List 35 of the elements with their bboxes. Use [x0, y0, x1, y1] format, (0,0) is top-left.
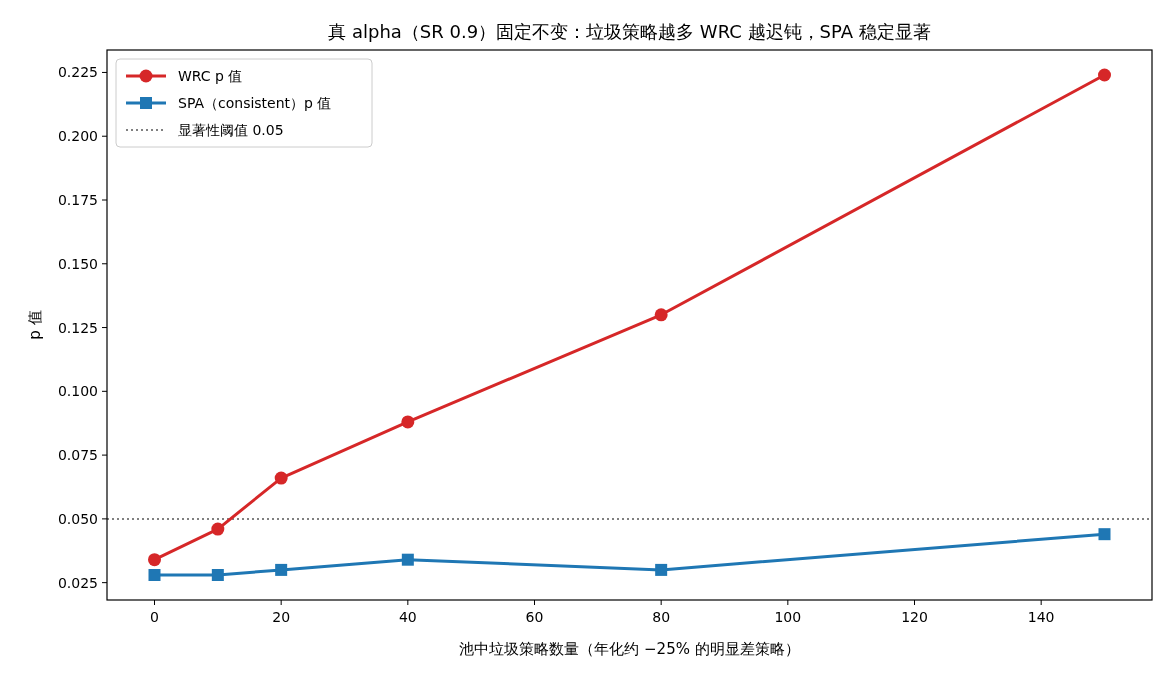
y-tick-label: 0.050: [57, 510, 98, 527]
legend-label: 显著性阈值 0.05: [178, 122, 284, 138]
y-tick-label: 0.200: [57, 128, 98, 145]
x-tick-label: 120: [901, 609, 928, 625]
y-tick-label: 0.150: [57, 255, 98, 272]
point: [148, 569, 161, 581]
x-tick-label: 0: [150, 609, 159, 625]
x-tick-label: 20: [272, 609, 291, 625]
point: [211, 522, 225, 536]
point: [1098, 528, 1111, 541]
y-tick-label: 0.225: [57, 64, 98, 81]
y-tick-label: 0.100: [57, 383, 98, 400]
x-tick-label: 140: [1027, 609, 1055, 625]
point: [275, 563, 288, 576]
x-tick-label: 80: [652, 609, 671, 625]
chart-title: 真 alpha（SR 0.9）固定不变：垃圾策略越多 WRC 越迟钝，SPA 稳定显著: [328, 21, 931, 42]
point: [211, 569, 224, 581]
y-tick-label: 0.075: [57, 447, 98, 464]
legend-label: WRC p 值: [178, 68, 243, 84]
point: [274, 471, 288, 485]
x-tick-label: 40: [398, 609, 417, 625]
point: [654, 308, 668, 322]
point: [655, 563, 668, 576]
y-axis-title: p 值: [26, 310, 44, 340]
y-tick-label: 0.125: [57, 319, 98, 336]
x-axis-title: 池中垃圾策略数量（年化约 −25% 的明显差策略）: [459, 640, 800, 658]
point: [401, 415, 415, 429]
y-tick-label: 0.175: [57, 192, 98, 208]
x-tick-label: 60: [525, 609, 544, 625]
y-tick-label: 0.025: [57, 574, 98, 591]
point: [1098, 68, 1111, 82]
x-tick-label: 100: [774, 609, 802, 625]
point: [148, 553, 161, 567]
point: [401, 553, 414, 566]
legend-label: SPA（consistent）p 值: [178, 95, 332, 111]
